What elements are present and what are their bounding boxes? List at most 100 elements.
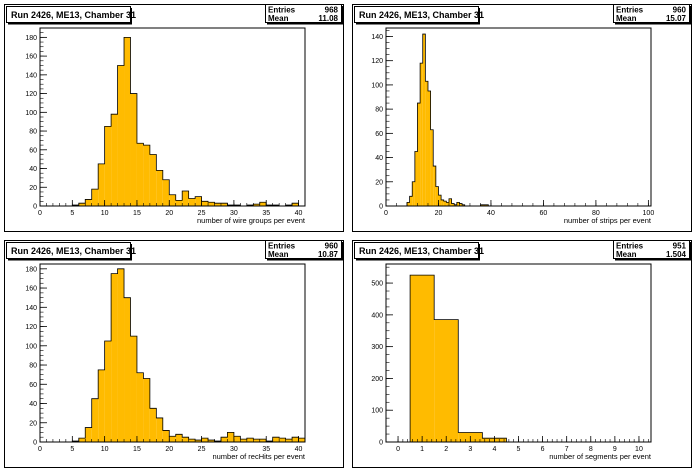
y-tick-label: 0 xyxy=(33,440,37,447)
x-tick-label: 15 xyxy=(133,210,141,217)
y-tick-label: 120 xyxy=(25,324,37,331)
histogram-bar xyxy=(414,151,418,206)
x-axis-label: number of recHits per event xyxy=(212,452,305,461)
x-tick-label: 40 xyxy=(295,446,303,453)
histogram-bar xyxy=(169,436,176,442)
stats-entries-value: 960 xyxy=(673,6,687,15)
histogram-bar xyxy=(409,196,413,206)
stats-mean-value: 10.87 xyxy=(318,250,339,259)
y-tick-label: 60 xyxy=(29,382,37,389)
histogram-outline xyxy=(40,268,305,443)
y-tick-label: 20 xyxy=(29,185,37,192)
histogram-bar xyxy=(78,203,86,206)
histogram-bar xyxy=(149,154,157,206)
histogram-bar xyxy=(443,201,447,206)
stats-mean-label: Mean xyxy=(268,250,289,259)
title-box: Run 2426, ME13, Chamber 31 xyxy=(354,6,484,25)
histogram-bar xyxy=(448,198,452,206)
x-tick-label: 5 xyxy=(517,446,521,453)
histogram-bar xyxy=(220,203,228,206)
x-axis-label: number of segments per event xyxy=(549,452,652,461)
histogram-bar xyxy=(104,126,112,206)
histogram-bar xyxy=(246,438,254,442)
y-tick-label: 100 xyxy=(371,408,383,415)
x-tick-label: 25 xyxy=(198,210,206,217)
title-box: Run 2426, ME13, Chamber 31 xyxy=(6,242,136,261)
stats-mean-value: 1.504 xyxy=(666,250,687,259)
histogram-bar xyxy=(85,199,92,206)
y-tick-label: 0 xyxy=(379,204,383,211)
y-tick-label: 400 xyxy=(371,312,383,319)
x-tick-label: 35 xyxy=(262,446,270,453)
histogram-panel-wire-groups: 0 5 10 15 20 25 30 35 40 0 20 40 60 80 100 120 140 160 180… xyxy=(0,0,348,236)
histogram-bar xyxy=(233,436,241,442)
histogram-bar xyxy=(259,202,267,206)
x-tick-label: 30 xyxy=(230,446,238,453)
x-axis: 0 5 10 15 20 25 30 35 40 xyxy=(38,200,306,217)
histogram-bar xyxy=(292,437,299,442)
y-tick-label: 80 xyxy=(375,107,383,114)
stats-entries-value: 968 xyxy=(325,6,339,15)
stats-mean-label: Mean xyxy=(268,14,289,23)
y-tick-label: 100 xyxy=(371,82,383,89)
stats-entries-label: Entries xyxy=(616,242,644,251)
histogram-bar xyxy=(201,201,209,206)
y-tick-label: 120 xyxy=(371,58,383,65)
axes-frame xyxy=(39,27,306,207)
stats-entries-label: Entries xyxy=(616,6,644,15)
histogram-bar xyxy=(91,189,99,206)
y-tick-label: 60 xyxy=(375,131,383,138)
histogram-bars xyxy=(72,268,305,442)
stats-entries-label: Entries xyxy=(268,6,296,15)
histogram-panel-rechits: 0 5 10 15 20 25 30 35 40 0 20 40 60 80 100 120 140 160 180… xyxy=(0,236,348,472)
histogram-bar xyxy=(124,37,131,206)
stats-mean-label: Mean xyxy=(616,14,637,23)
title-box: Run 2426, ME13, Chamber 31 xyxy=(6,6,136,25)
histogram-bar xyxy=(285,439,293,442)
y-axis: 0 20 40 60 80 100 120 140 xyxy=(371,30,393,211)
pad-border xyxy=(352,240,692,468)
histogram-bars xyxy=(410,275,507,442)
y-tick-label: 80 xyxy=(29,129,37,136)
histogram-bar xyxy=(427,90,431,206)
chart-title: Run 2426, ME13, Chamber 31 xyxy=(359,10,484,20)
histogram-bar xyxy=(483,204,486,206)
histogram-bar xyxy=(188,439,196,442)
histogram-bar xyxy=(124,297,131,442)
histogram-bar xyxy=(227,432,234,442)
histogram-bar xyxy=(78,438,86,442)
y-tick-label: 40 xyxy=(29,166,37,173)
histogram-bar xyxy=(420,63,423,206)
x-tick-label: 40 xyxy=(487,210,495,217)
chart-title: Run 2426, ME13, Chamber 31 xyxy=(359,246,484,256)
histogram-bar xyxy=(240,439,247,442)
y-axis: 0 20 40 60 80 100 120 140 160 180 xyxy=(25,27,47,211)
x-tick-label: 30 xyxy=(230,210,238,217)
x-tick-label: 0 xyxy=(38,446,42,453)
histogram-bar xyxy=(485,204,489,206)
histogram-bar xyxy=(136,143,144,206)
histogram-bar xyxy=(162,430,170,442)
histogram-bar xyxy=(195,196,202,206)
histogram-bar xyxy=(130,93,137,206)
pad-border xyxy=(4,4,344,232)
histogram-bar xyxy=(117,268,125,442)
y-tick-label: 100 xyxy=(25,343,37,350)
histogram-bar xyxy=(417,103,421,206)
x-tick-label: 6 xyxy=(541,446,545,453)
histogram-bar xyxy=(410,275,435,442)
histogram-bar xyxy=(149,408,157,442)
axes-frame-top xyxy=(385,27,652,207)
histogram-bar xyxy=(279,438,286,442)
x-tick-label: 2 xyxy=(444,446,448,453)
stats-mean-label: Mean xyxy=(616,250,637,259)
histogram-bar xyxy=(451,203,455,206)
y-tick-label: 100 xyxy=(25,110,37,117)
histogram-bar xyxy=(462,204,465,206)
x-tick-label: 80 xyxy=(592,210,600,217)
histogram-bar xyxy=(434,319,459,442)
histogram-bar xyxy=(111,273,118,442)
x-tick-label: 7 xyxy=(565,446,569,453)
histogram-bar xyxy=(162,179,170,206)
